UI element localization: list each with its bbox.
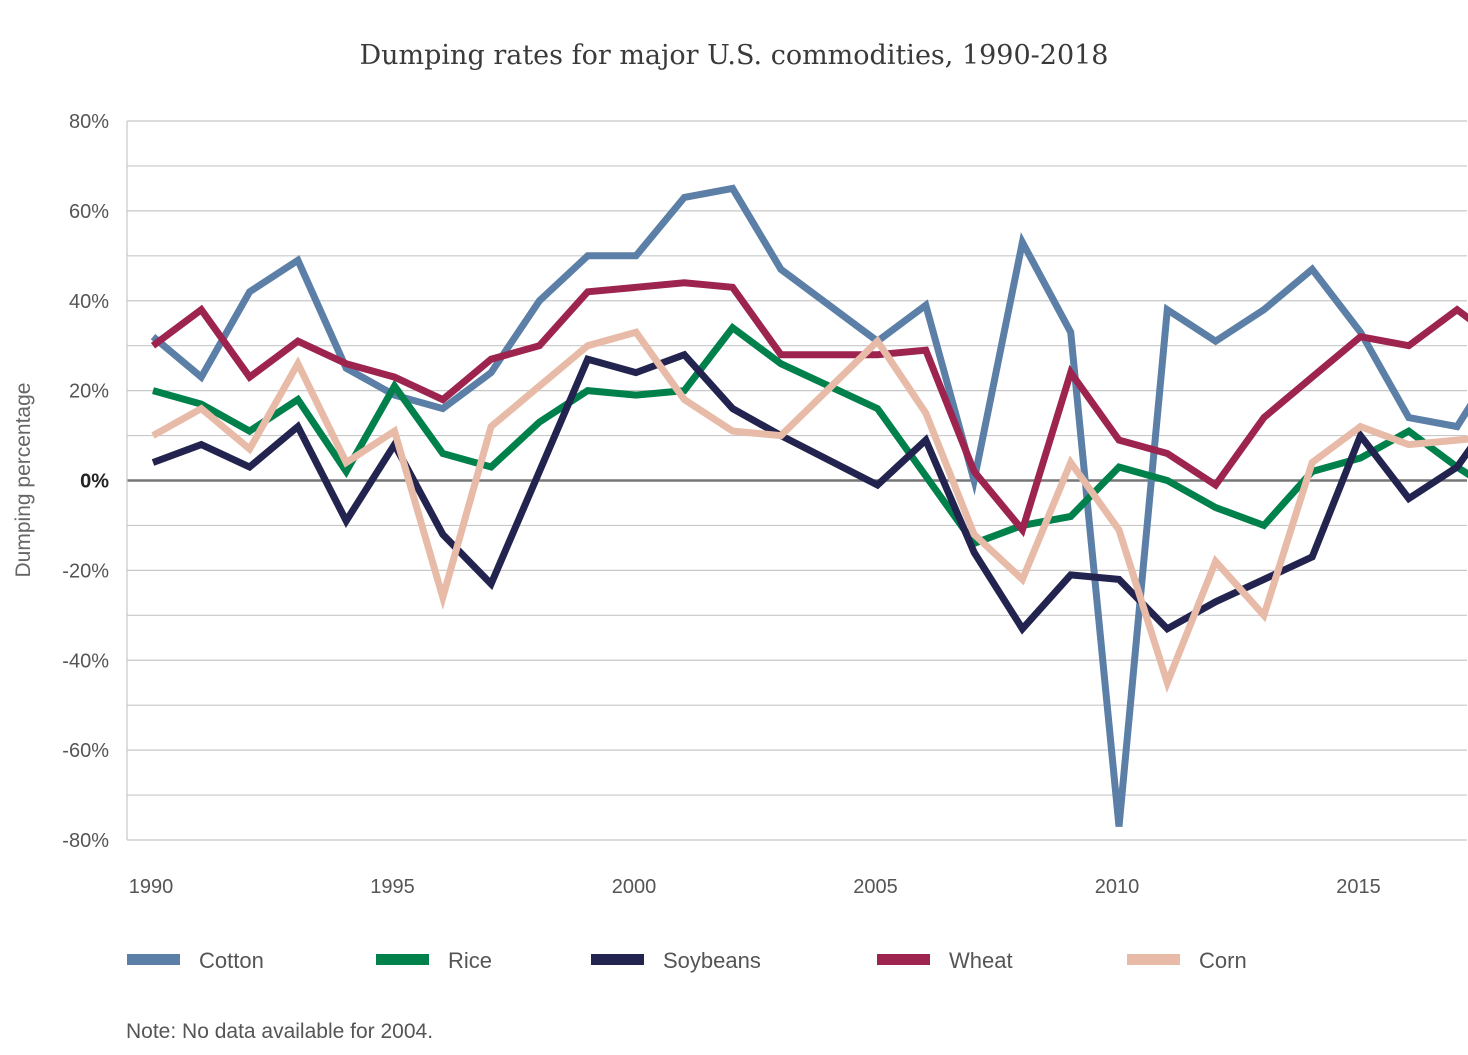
gridlines bbox=[126, 120, 1467, 841]
y-tick-label: 20% bbox=[69, 381, 109, 403]
legend-swatch-soybeans bbox=[591, 954, 644, 965]
y-tick-label: -40% bbox=[62, 650, 109, 672]
y-tick-label: 80% bbox=[69, 111, 109, 133]
chart-title: Dumping rates for major U.S. commodities… bbox=[359, 40, 1109, 71]
legend-swatch-rice bbox=[376, 954, 429, 965]
x-tick-label: 1995 bbox=[370, 876, 415, 898]
y-tick-label: 40% bbox=[69, 291, 109, 313]
y-tick-label: 0% bbox=[80, 471, 109, 493]
y-tick-label: -20% bbox=[62, 560, 109, 582]
series-line-wheat bbox=[150, 279, 1468, 538]
y-axis-ticks: 80% 60% 40% 20% 0% -20% -40% -60% -80% bbox=[62, 111, 109, 852]
x-axis-ticks: 1990 1995 2000 2005 2010 2015 bbox=[129, 876, 1381, 898]
legend-label-wheat: Wheat bbox=[949, 948, 1013, 973]
chart-note: Note: No data available for 2004. bbox=[126, 1020, 434, 1043]
y-tick-label: -80% bbox=[62, 830, 109, 852]
x-tick-label: 2010 bbox=[1095, 876, 1140, 898]
y-tick-label: 60% bbox=[69, 201, 109, 223]
legend-label-corn: Corn bbox=[1199, 948, 1247, 973]
x-tick-label: 2005 bbox=[853, 876, 898, 898]
legend-swatch-cotton bbox=[127, 954, 180, 965]
legend-label-soybeans: Soybeans bbox=[663, 948, 761, 973]
series-line-cotton bbox=[150, 184, 1468, 827]
legend-label-cotton: Cotton bbox=[199, 948, 264, 973]
y-tick-label: -60% bbox=[62, 740, 109, 762]
series-lines bbox=[150, 184, 1468, 827]
x-tick-label: 2000 bbox=[612, 876, 657, 898]
x-tick-label: 1990 bbox=[129, 876, 174, 898]
legend: Cotton Rice Soybeans Wheat Corn bbox=[127, 948, 1247, 973]
x-tick-label: 2015 bbox=[1336, 876, 1381, 898]
series-line-soybeans bbox=[151, 350, 1468, 635]
legend-swatch-wheat bbox=[877, 954, 930, 965]
legend-swatch-corn bbox=[1127, 954, 1180, 965]
legend-label-rice: Rice bbox=[448, 948, 492, 973]
y-axis-title: Dumping percentage bbox=[12, 383, 35, 578]
series-line-corn bbox=[151, 328, 1468, 694]
